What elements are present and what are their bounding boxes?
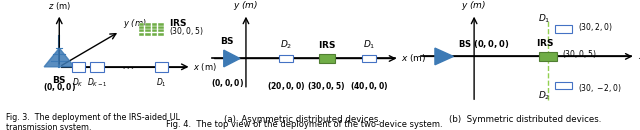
- Text: $D_1$: $D_1$: [538, 13, 550, 25]
- Bar: [90, 62, 104, 72]
- Text: (a)  Asymmetric distributed devices.: (a) Asymmetric distributed devices.: [224, 115, 381, 124]
- Bar: [158, 23, 164, 26]
- Text: $\mathbf{IRS}$: $\mathbf{IRS}$: [536, 37, 555, 48]
- Bar: [145, 29, 151, 32]
- Bar: [152, 26, 157, 29]
- Bar: [155, 62, 168, 72]
- Text: $\mathbf{BS}$ $\mathbf{(0,0,0)}$: $\mathbf{BS}$ $\mathbf{(0,0,0)}$: [458, 38, 509, 50]
- Text: $D_{K-1}$: $D_{K-1}$: [86, 76, 108, 89]
- Bar: [152, 29, 157, 32]
- Text: $y$ (m): $y$ (m): [124, 17, 147, 30]
- Text: $\mathbf{BS}$: $\mathbf{BS}$: [220, 35, 235, 46]
- Bar: [145, 33, 151, 36]
- Bar: [152, 23, 157, 26]
- Polygon shape: [435, 48, 453, 65]
- Bar: [362, 55, 376, 62]
- Text: $\mathbf{IRS}$: $\mathbf{IRS}$: [169, 17, 187, 28]
- Text: $z$ (m): $z$ (m): [48, 0, 71, 12]
- Bar: [152, 33, 157, 36]
- Bar: [138, 29, 144, 32]
- Polygon shape: [224, 50, 240, 67]
- Text: $x$ (m): $x$ (m): [193, 61, 217, 73]
- Bar: [145, 23, 151, 26]
- Text: (b)  Symmetric distributed devices.: (b) Symmetric distributed devices.: [449, 115, 601, 124]
- Text: $D_1$: $D_1$: [156, 76, 166, 89]
- Bar: [555, 25, 572, 33]
- Bar: [279, 55, 293, 62]
- Text: $\mathbf{(30,0,5)}$: $\mathbf{(30,0,5)}$: [307, 80, 346, 92]
- Text: Fig. 4.  The top view of the deployment of the two-device system.: Fig. 4. The top view of the deployment o…: [166, 120, 442, 129]
- Text: Fig. 3.  The deployment of the IRS-aided UL
transmission system.: Fig. 3. The deployment of the IRS-aided …: [6, 113, 180, 130]
- Text: $\mathbf{(0,0,0)}$: $\mathbf{(0,0,0)}$: [211, 77, 244, 89]
- Polygon shape: [44, 48, 74, 67]
- Bar: [158, 26, 164, 29]
- Text: $y$ (m): $y$ (m): [234, 0, 259, 12]
- Bar: [145, 26, 151, 29]
- Text: $y$ (m): $y$ (m): [461, 0, 487, 12]
- Text: $\mathbf{(40,0,0)}$: $\mathbf{(40,0,0)}$: [349, 80, 388, 92]
- Text: $(30,0,5)$: $(30,0,5)$: [562, 48, 596, 60]
- Text: $\mathbf{IRS}$: $\mathbf{IRS}$: [317, 39, 335, 50]
- Text: $(30,2,0)$: $(30,2,0)$: [578, 21, 612, 33]
- Text: $D_K$: $D_K$: [72, 76, 84, 89]
- Text: $\mathbf{(0,0,0)}$: $\mathbf{(0,0,0)}$: [43, 81, 76, 93]
- Text: $D_2$: $D_2$: [280, 38, 292, 51]
- Bar: [72, 62, 84, 72]
- Bar: [555, 82, 572, 89]
- Bar: [138, 23, 144, 26]
- Text: $D_1$: $D_1$: [363, 38, 375, 51]
- Bar: [319, 54, 335, 63]
- Bar: [539, 52, 557, 61]
- Text: $(30,0,5)$: $(30,0,5)$: [169, 25, 204, 37]
- Text: $\cdots$: $\cdots$: [121, 60, 134, 73]
- Text: $(30,-2,0)$: $(30,-2,0)$: [578, 82, 621, 94]
- Text: $D_2$: $D_2$: [538, 90, 550, 102]
- Text: $\mathbf{BS}$: $\mathbf{BS}$: [52, 74, 67, 85]
- Text: $\mathbf{(20,0,0)}$: $\mathbf{(20,0,0)}$: [267, 80, 305, 92]
- Bar: [138, 26, 144, 29]
- Bar: [138, 33, 144, 36]
- Text: $x$ (m): $x$ (m): [637, 50, 640, 62]
- Text: $x$ (m): $x$ (m): [401, 53, 427, 64]
- Bar: [158, 29, 164, 32]
- Bar: [158, 33, 164, 36]
